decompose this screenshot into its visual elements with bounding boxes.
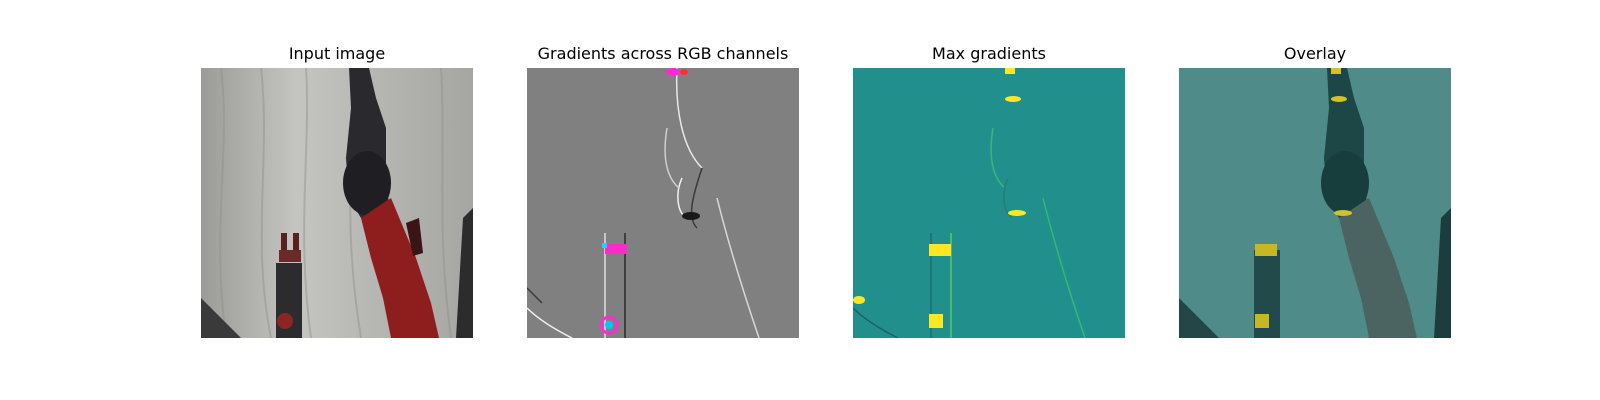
overlay-joint-highlight [1255,314,1269,328]
panel-title: Overlay [1283,44,1347,63]
panel-title: Input image [288,44,386,63]
floor-corner [201,298,241,338]
gripper-magenta-highlight [605,244,627,254]
panel-rgb-gradients: Gradients across RGB channels [527,0,799,400]
overlay-gripper-highlight [1255,244,1277,256]
edge-highlight-dark [682,212,700,220]
edge-highlight-magenta-top [666,68,680,76]
overlay-arm-joint [1321,151,1369,215]
yellow-highlight-mid [1008,210,1026,216]
rgb-gradients-image [527,68,799,338]
gripper-cyan-highlight [602,243,607,248]
joint-highlight [599,315,619,335]
panel-max-gradients: Max gradients [853,0,1125,400]
panel-overlay: Overlay [1179,0,1451,400]
gripper-finger-right [293,233,299,253]
overlay-svg [1179,68,1451,338]
arm-joint [343,151,391,215]
overlay-yellow-mid [1334,210,1352,216]
joint-highlight-inner [605,321,613,329]
arm-red [361,198,439,338]
yellow-highlight-upper [1005,96,1021,102]
edge-highlight-red-top [680,69,688,75]
arm-panel [406,218,423,256]
curtain [201,68,473,338]
max-gradients-svg [853,68,1125,338]
joint-yellow-highlight [929,314,943,328]
max-gradient-background [853,68,1125,338]
rgb-gradients-svg [527,68,799,338]
gripper-base [279,250,301,262]
gripper-joint [277,313,293,329]
overlay-image [1179,68,1451,338]
panel-title: Gradients across RGB channels [537,44,789,63]
panel-title: Max gradients [932,44,1046,63]
input-image-svg [201,68,473,338]
input-image [201,68,473,338]
overlay-arm-lower [1339,198,1417,338]
overlay-right-edge [1434,208,1451,338]
max-gradients-image [853,68,1125,338]
gradient-background [527,68,799,338]
right-edge [456,208,473,338]
overlay-floor-corner [1179,298,1219,338]
gripper-finger-left [281,233,287,253]
panel-input-image: Input image [201,0,473,400]
gripper-yellow-highlight [929,244,951,256]
overlay-yellow-upper [1331,96,1347,102]
corner-yellow-highlight [853,296,865,304]
yellow-highlight-top [1005,68,1015,74]
overlay-background [1179,68,1451,338]
overlay-yellow-top [1331,68,1341,74]
